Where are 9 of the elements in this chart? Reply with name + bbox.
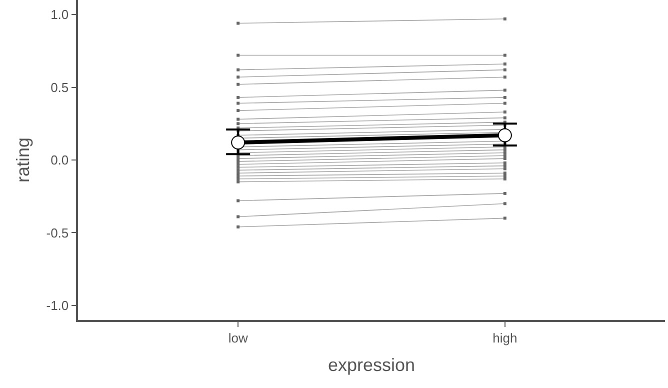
x-tick-label: high <box>492 330 518 346</box>
y-axis-title: rating <box>12 137 33 183</box>
y-tick-label: 0.5 <box>50 80 69 95</box>
y-tick-label: 1.0 <box>50 7 69 22</box>
y-tick-label: -0.5 <box>46 225 69 240</box>
x-axis-title: expression <box>328 354 416 375</box>
x-tick-label: low <box>228 330 248 346</box>
y-tick-label: 0.0 <box>50 152 69 168</box>
y-tick-label: -1.0 <box>46 298 69 313</box>
